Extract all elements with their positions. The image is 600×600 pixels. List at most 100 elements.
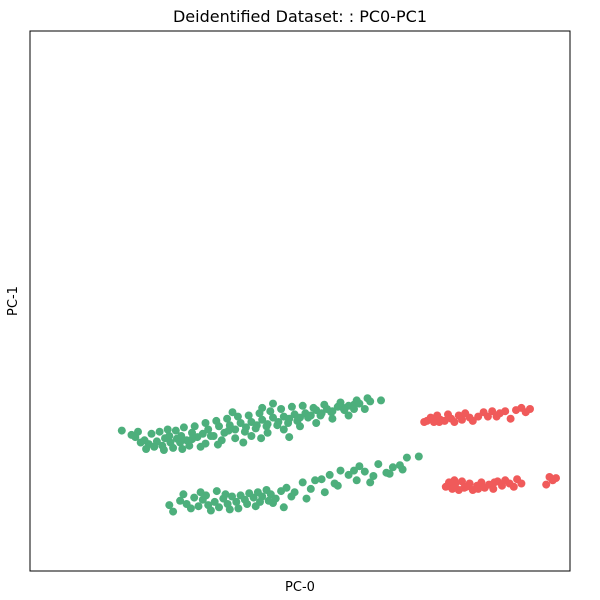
scatter-point-green [385, 469, 394, 478]
scatter-point-green [360, 467, 369, 476]
scatter-point-green [273, 421, 282, 430]
scatter-point-green [309, 403, 318, 412]
scatter-point-green [320, 488, 329, 497]
scatter-point-green [363, 394, 372, 403]
scatter-point-green [251, 424, 260, 433]
scatter-point-green [163, 425, 172, 434]
scatter-point-green [266, 407, 275, 416]
scatter-point-red [468, 416, 477, 425]
scatter-point-green [279, 503, 288, 512]
scatter-point-red [458, 415, 466, 424]
scatter-point-green [234, 504, 243, 513]
scatter-point-red [501, 407, 510, 416]
scatter-point-green [374, 460, 383, 469]
data-points [117, 394, 560, 516]
scatter-point-green [312, 419, 321, 427]
scatter-point-green [369, 472, 378, 480]
scatter-point-green [262, 422, 271, 431]
scatter-point-red [489, 484, 498, 493]
scatter-point-green [336, 398, 345, 407]
scatter-point-green [228, 408, 237, 417]
scatter-point-green [223, 414, 232, 423]
scatter-point-green [204, 425, 213, 434]
scatter-point-green [377, 396, 385, 405]
scatter-point-green [221, 490, 230, 499]
scatter-point-green [293, 416, 302, 425]
scatter-point-red [490, 478, 499, 487]
scatter-point-green [194, 502, 203, 511]
scatter-point-green [344, 470, 353, 479]
scatter-point-green [316, 411, 325, 420]
scatter-point-green [398, 465, 407, 474]
scatter-point-green [206, 506, 215, 515]
scatter-point-green [224, 426, 233, 435]
scatter-point-green [165, 432, 174, 440]
scatter-point-green [155, 427, 164, 436]
scatter-point-green [243, 500, 252, 508]
scatter-point-green [320, 400, 329, 409]
scatter-point-green [165, 501, 174, 510]
scatter-point-red [420, 418, 429, 426]
scatter-point-green [284, 419, 293, 427]
scatter-point-green [228, 492, 236, 501]
scatter-point-green [179, 490, 188, 499]
scatter-point-green [317, 475, 326, 484]
plot-area [29, 30, 571, 572]
scatter-point-green [298, 401, 307, 410]
scatter-point-green [212, 487, 221, 496]
scatter-point-green [179, 423, 188, 432]
scatter-point-green [188, 435, 196, 444]
scatter-point-green [328, 414, 337, 423]
x-axis-label: PC-0 [285, 580, 315, 595]
scatter-point-green [210, 497, 219, 506]
y-axis-label: PC-1 [6, 286, 21, 316]
scatter-point-red [488, 407, 497, 416]
scatter-point-green [212, 416, 221, 425]
scatter-point-green [344, 411, 353, 420]
scatter-point-green [350, 405, 358, 413]
scatter-point-green [277, 405, 286, 413]
scatter-point-green [340, 406, 349, 415]
scatter-point-green [150, 442, 159, 451]
scatter-point-green [355, 462, 364, 471]
scatter-point-green [282, 483, 291, 492]
scatter-point-green [169, 443, 178, 452]
scatter-point-green [244, 411, 253, 420]
scatter-point-green [287, 402, 296, 411]
scatter-point-green [178, 445, 187, 453]
scatter-point-green [134, 427, 142, 436]
scatter-point-green [198, 429, 207, 438]
scatter-point-green [215, 503, 223, 512]
scatter-point-green [263, 428, 272, 437]
scatter-point-green [306, 484, 315, 493]
scatter-point-red [542, 480, 551, 489]
scatter-point-green [414, 452, 423, 461]
scatter-point-green [213, 440, 222, 449]
scatter-point-green [311, 476, 320, 485]
scatter-point-green [185, 441, 194, 450]
scatter-point-green [247, 432, 256, 440]
scatter-point-green [188, 428, 196, 437]
scatter-point-green [239, 438, 248, 447]
scatter-point-green [330, 479, 339, 488]
scatter-point-green [251, 502, 260, 511]
scatter-point-green [231, 425, 240, 434]
scatter-point-green [269, 413, 277, 422]
scatter-point-green [169, 507, 178, 516]
scatter-point-red [435, 418, 444, 426]
scatter-point-green [142, 445, 151, 453]
scatter-point-green [202, 491, 210, 500]
scatter-point-red [474, 412, 483, 421]
scatter-point-green [352, 476, 361, 485]
scatter-point-green [360, 405, 369, 413]
scatter-point-red [483, 412, 492, 421]
scatter-point-red [450, 476, 459, 485]
scatter-point-green [298, 478, 307, 487]
scatter-point-green [336, 466, 345, 475]
scatter-point-red [506, 414, 515, 423]
scatter-point-green [279, 425, 288, 434]
scatter-point-red [458, 477, 466, 486]
scatter-point-green [236, 419, 245, 427]
scatter-point-green [285, 433, 294, 442]
